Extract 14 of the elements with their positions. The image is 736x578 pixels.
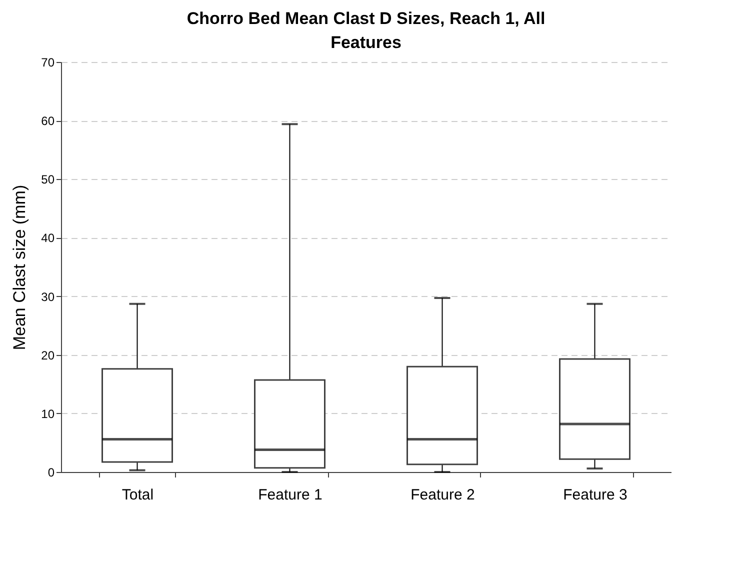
y-axis-title: Mean Clast size (mm) [10,184,30,350]
y-tick-label: 60 [41,114,55,128]
y-tick-label: 70 [41,56,55,70]
y-tick-label: 0 [48,466,55,480]
y-tick-label: 30 [41,290,55,304]
x-tick-label: Feature 3 [563,486,628,504]
x-tick-label: Feature 1 [258,486,322,504]
y-tick-label: 50 [41,172,55,187]
y-tick-label: 20 [41,348,55,362]
y-tick-label: 40 [41,231,55,246]
chart-title: Chorro Bed Mean Clast D Sizes, Reach 1, All Features [186,9,546,52]
x-tick-label: Total [122,486,154,504]
y-tick-label: 10 [41,406,55,421]
x-tick-label: Feature 2 [410,486,475,504]
